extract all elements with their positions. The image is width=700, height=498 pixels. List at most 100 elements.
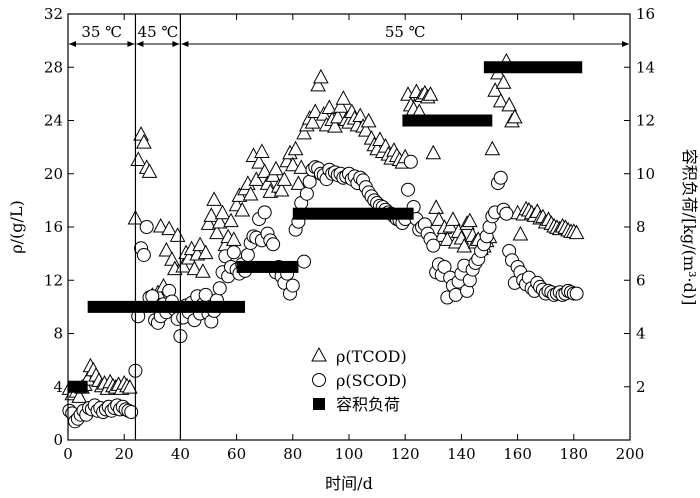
x-tick-label: 40: [171, 445, 190, 463]
y-left-tick-label: 16: [44, 218, 63, 236]
scod-point: [299, 186, 314, 201]
tcod-point: [254, 143, 270, 158]
tcod-point: [352, 107, 369, 123]
tcod-point: [273, 182, 290, 197]
load-bar: [483, 61, 583, 74]
axes: 0 20 40 60 80 100 120 140 160 180 2000481216202428…: [44, 5, 655, 463]
tcod-point: [276, 171, 293, 186]
load-bar: [292, 207, 414, 220]
tcod-point: [223, 212, 239, 228]
tcod-point: [461, 212, 478, 228]
tcod-point: [327, 118, 343, 133]
y-left-tick-label: 32: [44, 5, 63, 23]
legend-item-scod: ρ(SCOD): [312, 371, 407, 390]
scod-point: [403, 154, 418, 169]
tcod-point: [310, 76, 326, 92]
tcod-point: [329, 108, 346, 124]
phase-arrow-head-right: [622, 41, 629, 47]
tcod-point: [431, 211, 447, 226]
legend-label-load: 容积负荷: [336, 395, 400, 414]
phase-arrow-head-right: [172, 41, 180, 47]
legend: ρ(TCOD) ρ(SCOD) 容积负荷: [311, 346, 407, 414]
tcod-point: [304, 114, 321, 129]
tcod-point: [234, 201, 251, 217]
tcod-point: [506, 108, 523, 124]
scod-point: [302, 174, 317, 189]
phase-arrow-head-left: [69, 41, 76, 47]
tcod-point: [200, 215, 217, 230]
tcod-point: [121, 379, 138, 394]
tcod-point: [141, 163, 158, 178]
tcod-point: [358, 122, 374, 137]
tcod-point: [197, 244, 214, 260]
x-tick-label: 160: [503, 445, 532, 463]
tcod-point: [206, 191, 222, 206]
tcod-point: [422, 86, 439, 101]
tcod-point: [209, 224, 225, 240]
y-right-tick-label: 12: [636, 112, 655, 130]
x-tick-label: 120: [391, 445, 420, 463]
y-left-tick-label: 4: [53, 378, 63, 396]
legend-marker-bar: [313, 398, 325, 410]
tcod-point: [256, 163, 273, 178]
tcod-point: [214, 204, 231, 220]
legend-item-tcod: ρ(TCOD): [311, 346, 407, 366]
tcod-point: [71, 388, 88, 403]
scod-point: [257, 205, 272, 220]
y-right-tick-label: 16: [636, 5, 655, 23]
tcod-point: [136, 134, 152, 149]
load-bar: [68, 380, 88, 393]
scod-point: [136, 247, 151, 262]
tcod-point: [211, 213, 228, 229]
tcod-point: [439, 231, 456, 246]
x-tick-label: 180: [559, 445, 588, 463]
tcod-point: [568, 224, 585, 240]
phase-annotations: 35 ℃ 45 ℃ 55 ℃: [69, 14, 629, 440]
legend-marker-circle: [312, 373, 326, 387]
tcod-point: [335, 90, 352, 105]
load-bar: [87, 300, 246, 313]
tcod-point: [290, 175, 307, 190]
scod-point: [569, 286, 584, 301]
y-right-tick-label: 2: [636, 378, 646, 396]
legend-label-scod: ρ(SCOD): [336, 371, 407, 390]
tcod-point: [251, 154, 267, 169]
load-bar: [236, 260, 299, 273]
tcod-point: [161, 220, 177, 236]
tcod-point: [487, 82, 503, 97]
scod-point: [401, 182, 416, 197]
tcod-point: [293, 159, 310, 174]
scod-point: [285, 278, 300, 293]
tcod-point: [169, 227, 186, 242]
x-tick-label: 60: [227, 445, 246, 463]
tcod-point: [313, 68, 329, 84]
tcod-point: [484, 140, 501, 156]
phase-arrow-head-left: [181, 41, 189, 47]
tcod-point: [425, 144, 442, 160]
phase-label: 35 ℃: [81, 23, 122, 41]
tcod-point: [152, 217, 169, 233]
tcod-point: [287, 140, 304, 156]
tcod-point: [495, 74, 512, 89]
tcod-point: [175, 257, 192, 273]
tcod-point: [158, 241, 175, 257]
tcod-point: [284, 156, 301, 172]
y-left-tick-label: 12: [44, 271, 63, 289]
scod-point: [145, 289, 160, 304]
scod-point: [499, 206, 514, 221]
tcod-point: [242, 185, 259, 201]
tcod-point: [512, 225, 529, 241]
y-left-tick-label: 8: [53, 325, 63, 343]
scod-point: [212, 281, 227, 296]
scod-point: [240, 247, 255, 262]
tcod-point: [192, 236, 208, 252]
y-right-tick-label: 6: [636, 271, 646, 289]
y-right-tick-label: 4: [636, 325, 646, 343]
scod-point: [139, 220, 154, 234]
tcod-point: [186, 260, 203, 276]
phase-label: 55 ℃: [385, 23, 426, 41]
tcod-point: [195, 263, 211, 278]
x-tick-label: 140: [447, 445, 476, 463]
tcod-point: [445, 211, 461, 226]
